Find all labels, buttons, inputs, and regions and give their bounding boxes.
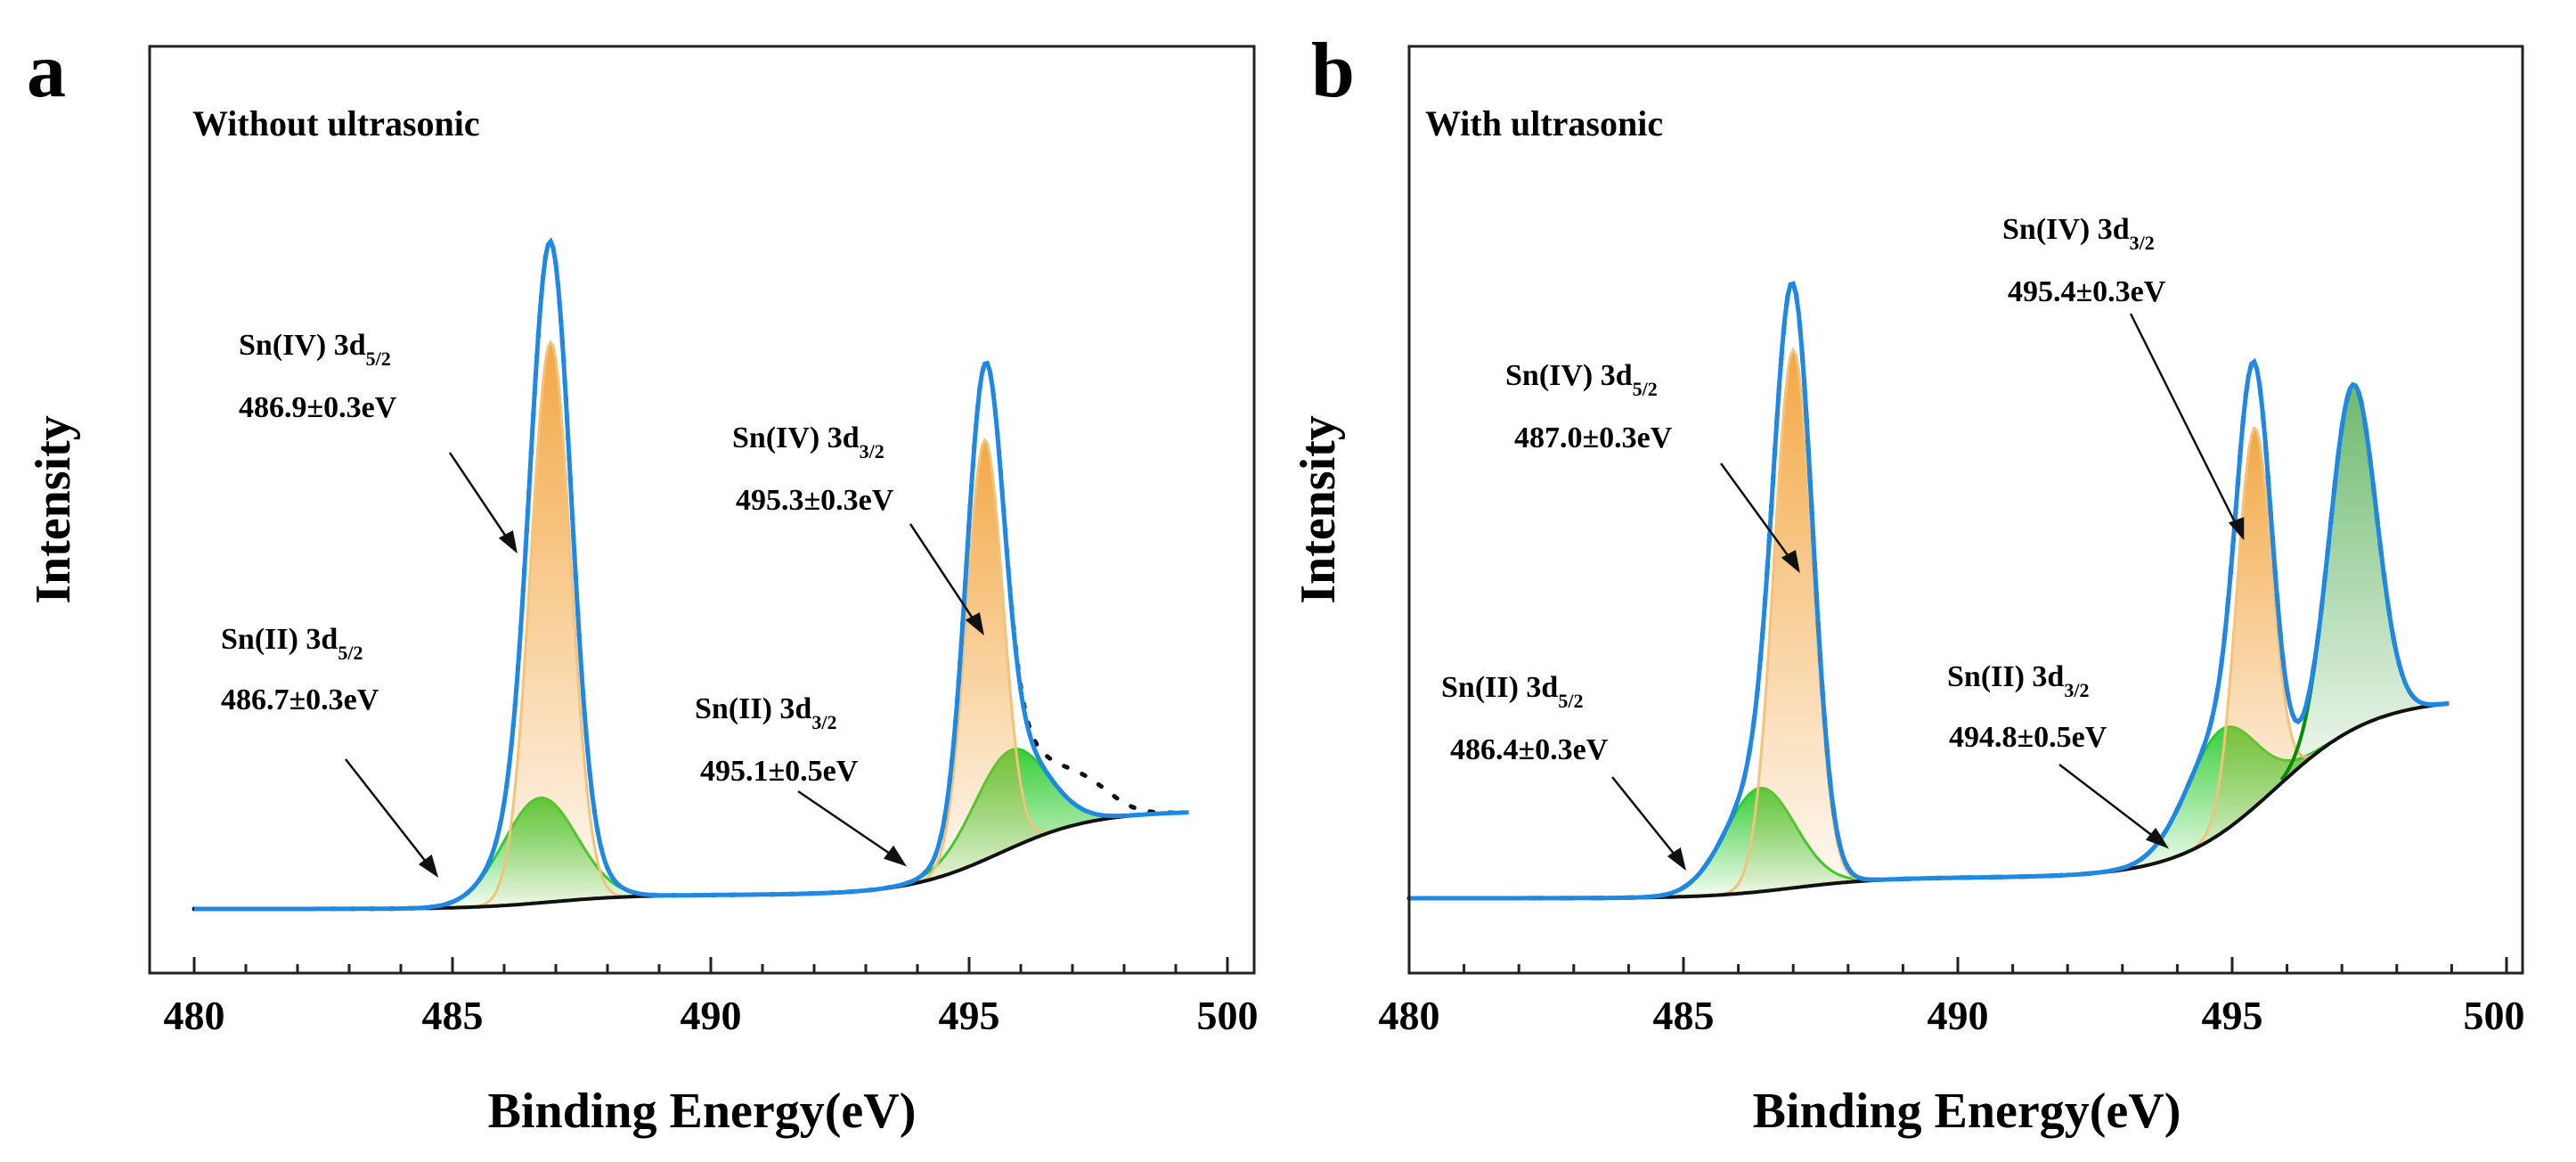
annotation-sn2-3d52-value-b: 486.4±0.3eV xyxy=(1450,733,1609,766)
plot-layer-b xyxy=(1406,281,2508,973)
annotation-sn2-3d32-value-b: 494.8±0.5eV xyxy=(1949,721,2107,754)
arrow-head xyxy=(2228,517,2245,541)
x-ticks-b: 480 485 490 495 500 xyxy=(1379,993,2525,1038)
panel-title-a: Without ultrasonic xyxy=(192,103,480,143)
arrow xyxy=(797,790,896,859)
panel-title-b: With ultrasonic xyxy=(1425,103,1663,143)
x-tick-label: 480 xyxy=(164,993,225,1038)
annotation-sn2-3d32-value-a: 495.1±0.5eV xyxy=(700,755,859,788)
plot-frame-a xyxy=(148,45,1256,975)
sn4-peak-fill xyxy=(907,439,1060,886)
x-tick-label: 500 xyxy=(2464,993,2525,1038)
arrow-head xyxy=(965,612,984,636)
arrow xyxy=(909,523,978,625)
sn4-peak-fill xyxy=(2180,428,2326,855)
annotation-sn4-3d52-a: Sn(IV) 3d5/2 xyxy=(239,329,391,370)
x-tick-label: 495 xyxy=(939,993,1000,1038)
sn4-peak-line xyxy=(1710,347,1873,897)
panel-b: b With ultrasonic Intensity Binding Ener… xyxy=(1291,28,2525,1139)
annotation-arrows-b xyxy=(1611,313,2245,872)
x-tick-label: 490 xyxy=(1928,993,1989,1038)
arrow xyxy=(2058,764,2158,840)
panel-letter-b: b xyxy=(1311,28,1355,114)
annotation-sn2-3d52-b: Sn(II) 3d5/2 xyxy=(1441,671,1583,712)
x-tick-label: 490 xyxy=(681,993,742,1038)
annotation-sn4-3d32-value-b: 495.4±0.3eV xyxy=(2008,275,2166,308)
sn4-peak-line xyxy=(465,340,633,909)
x-axis-title-b: Binding Energy(eV) xyxy=(1753,1084,2181,1139)
annotation-sn2-3d52-a: Sn(II) 3d5/2 xyxy=(221,623,363,664)
y-axis-title-b: Intensity xyxy=(1291,415,1346,604)
plot-frame-b xyxy=(1407,45,2524,975)
x-tick-label: 485 xyxy=(422,993,484,1038)
y-axis-title-a: Intensity xyxy=(26,415,81,604)
annotation-sn4-3d32-a: Sn(IV) 3d3/2 xyxy=(732,421,884,462)
x-tick-label: 480 xyxy=(1379,993,1440,1038)
x-tick-label: 485 xyxy=(1653,993,1715,1038)
arrow xyxy=(448,452,511,543)
annotation-sn4-3d52-value-b: 487.0±0.3eV xyxy=(1514,421,1673,454)
arrow-head xyxy=(418,854,439,878)
sn4-peak-fill xyxy=(465,342,633,908)
envelope-line xyxy=(194,237,1189,912)
panel-a: a Without ultrasonic Intensity Binding E… xyxy=(26,28,1259,1139)
annotation-sn2-3d32-a: Sn(II) 3d3/2 xyxy=(695,692,836,733)
plot-layer-a xyxy=(192,237,1229,973)
annotation-sn2-3d52-value-a: 486.7±0.3eV xyxy=(221,683,379,716)
panel-letter-a: a xyxy=(27,28,66,114)
annotation-sn4-3d32-value-a: 495.3±0.3eV xyxy=(736,484,894,517)
x-axis-title-a: Binding Energy(eV) xyxy=(488,1084,917,1139)
x-tick-label: 495 xyxy=(2202,993,2263,1038)
arrow xyxy=(345,758,430,867)
arrow xyxy=(1719,462,1794,562)
sn4-peak-fill xyxy=(1710,349,1873,896)
arrow xyxy=(2129,313,2239,528)
annotation-sn4-3d52-value-a: 486.9±0.3eV xyxy=(239,391,397,424)
sn4-peak-line xyxy=(907,438,1060,887)
arrow-head xyxy=(1781,550,1800,574)
x-tick-label: 500 xyxy=(1197,993,1259,1038)
envelope-line xyxy=(1409,281,2450,901)
annotation-arrows-a xyxy=(345,452,984,878)
arrow-head xyxy=(2145,827,2170,849)
annotation-sn4-3d52-b: Sn(IV) 3d5/2 xyxy=(1505,359,1658,400)
arrow-head xyxy=(883,845,907,867)
arrow-head xyxy=(498,530,518,554)
arrow-head xyxy=(1667,847,1687,872)
annotation-sn4-3d32-b: Sn(IV) 3d3/2 xyxy=(2002,213,2155,254)
sn2-dark-peak-fill xyxy=(2281,384,2450,783)
arrow xyxy=(1611,776,1679,860)
x-ticks-a: 480 485 490 495 500 xyxy=(164,993,1259,1038)
annotation-sn2-3d32-b: Sn(II) 3d3/2 xyxy=(1947,660,2089,701)
